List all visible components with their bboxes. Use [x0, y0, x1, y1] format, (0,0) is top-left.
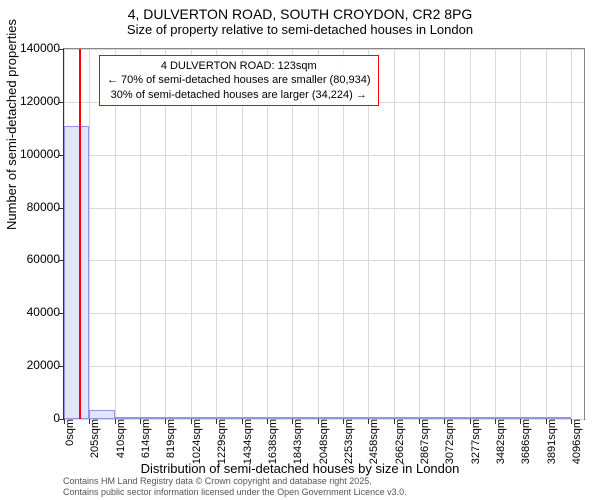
histogram-bar	[64, 126, 89, 419]
histogram-bar	[115, 417, 140, 419]
histogram-bar	[140, 417, 165, 419]
histogram-bar	[495, 417, 520, 419]
chart-container: 4, DULVERTON ROAD, SOUTH CROYDON, CR2 8P…	[0, 0, 600, 500]
chart-subtitle: Size of property relative to semi-detach…	[0, 22, 600, 37]
chart-title: 4, DULVERTON ROAD, SOUTH CROYDON, CR2 8P…	[0, 0, 600, 22]
histogram-bar	[216, 417, 241, 419]
property-marker-line	[79, 49, 81, 419]
gridline-horizontal	[64, 49, 584, 50]
annotation-box: 4 DULVERTON ROAD: 123sqm← 70% of semi-de…	[99, 55, 379, 106]
histogram-bar	[165, 417, 190, 419]
histogram-bar	[520, 417, 545, 419]
xtick-label: 2458sqm	[368, 419, 376, 464]
xtick-label: 2867sqm	[419, 419, 427, 464]
gridline-vertical	[419, 49, 420, 419]
ytick-label: 60000	[27, 252, 60, 266]
xtick-label: 819sqm	[165, 419, 173, 458]
ytick-label: 20000	[27, 358, 60, 372]
xtick-label: 2253sqm	[343, 419, 351, 464]
footer-line: Contains HM Land Registry data © Crown c…	[63, 476, 407, 487]
xtick-label: 1024sqm	[191, 419, 199, 464]
ytick-label: 80000	[27, 200, 60, 214]
footer-line: Contains public sector information licen…	[63, 487, 407, 498]
xtick-label: 205sqm	[89, 419, 97, 458]
ytick-label: 0	[53, 411, 60, 425]
histogram-bar	[267, 417, 292, 419]
histogram-bar	[444, 417, 469, 419]
histogram-bar	[394, 417, 419, 419]
ytick-label: 140000	[20, 41, 60, 55]
annotation-line: 4 DULVERTON ROAD: 123sqm	[107, 59, 371, 73]
gridline-vertical	[520, 49, 521, 419]
xtick-label: 3891sqm	[546, 419, 554, 464]
gridline-horizontal	[64, 260, 584, 261]
gridline-horizontal	[64, 366, 584, 367]
histogram-bar	[470, 417, 495, 419]
gridline-vertical	[444, 49, 445, 419]
annotation-line: 30% of semi-detached houses are larger (…	[107, 88, 371, 102]
ytick-label: 40000	[27, 305, 60, 319]
histogram-bar	[318, 417, 343, 419]
xtick-label: 2048sqm	[318, 419, 326, 464]
ytick-label: 120000	[20, 94, 60, 108]
x-axis-label: Distribution of semi-detached houses by …	[0, 461, 600, 476]
ytick-label: 100000	[20, 147, 60, 161]
attribution-footer: Contains HM Land Registry data © Crown c…	[63, 476, 407, 498]
annotation-line: ← 70% of semi-detached houses are smalle…	[107, 73, 371, 87]
gridline-vertical	[546, 49, 547, 419]
histogram-bar	[191, 417, 216, 419]
gridline-vertical	[495, 49, 496, 419]
xtick-label: 2662sqm	[394, 419, 402, 464]
xtick-label: 3277sqm	[470, 419, 478, 464]
xtick-label: 3686sqm	[520, 419, 528, 464]
gridline-vertical	[571, 49, 572, 419]
xtick-label: 1843sqm	[292, 419, 300, 464]
histogram-bar	[292, 417, 317, 419]
xtick-label: 410sqm	[115, 419, 123, 458]
histogram-bar	[546, 417, 571, 419]
xtick-label: 3072sqm	[444, 419, 452, 464]
xtick-label: 1638sqm	[267, 419, 275, 464]
gridline-horizontal	[64, 313, 584, 314]
xtick-label: 3482sqm	[495, 419, 503, 464]
gridline-horizontal	[64, 208, 584, 209]
xtick-label: 1434sqm	[242, 419, 250, 464]
histogram-bar	[89, 410, 114, 420]
xtick-label: 4096sqm	[571, 419, 579, 464]
histogram-bar	[242, 417, 267, 419]
gridline-vertical	[470, 49, 471, 419]
histogram-bar	[419, 417, 444, 419]
y-axis-label: Number of semi-detached properties	[4, 19, 19, 230]
plot-area: 0sqm205sqm410sqm614sqm819sqm1024sqm1229s…	[63, 48, 585, 420]
gridline-vertical	[394, 49, 395, 419]
xtick-label: 1229sqm	[216, 419, 224, 464]
gridline-horizontal	[64, 155, 584, 156]
xtick-label: 0sqm	[64, 419, 72, 446]
xtick-label: 614sqm	[140, 419, 148, 458]
histogram-bar	[343, 417, 368, 419]
histogram-bar	[368, 417, 393, 419]
gridline-vertical	[89, 49, 90, 419]
